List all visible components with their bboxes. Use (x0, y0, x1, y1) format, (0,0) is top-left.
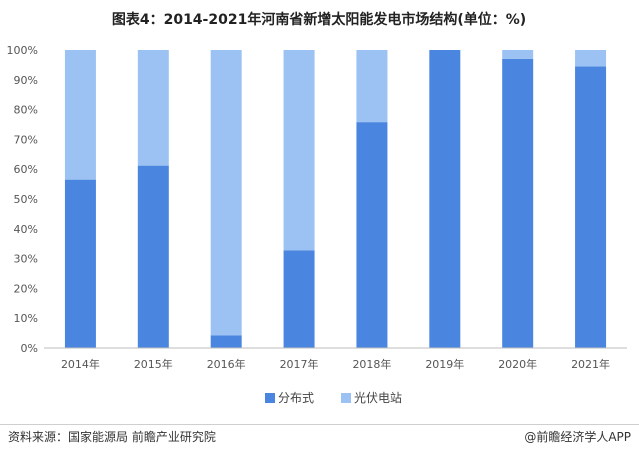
footer: 资料来源：国家能源局 前瞻产业研究院 @前瞻经济学人APP (0, 424, 639, 450)
source-note: 资料来源：国家能源局 前瞻产业研究院 (8, 430, 216, 444)
bar-segment (210, 50, 242, 336)
x-tick-label: 2018年 (352, 357, 391, 371)
bar-segment (283, 250, 315, 348)
bars (64, 50, 607, 348)
bar-segment (137, 50, 169, 166)
bar-segment (210, 335, 242, 348)
y-tick-label: 90% (14, 74, 38, 87)
y-tick-label: 20% (14, 282, 38, 295)
x-tick-label: 2016年 (207, 357, 246, 371)
y-tick-label: 0% (21, 342, 38, 355)
bar-segment (356, 122, 388, 348)
y-tick-label: 40% (14, 223, 38, 236)
x-tick-label: 2020年 (498, 357, 537, 371)
bar-segment (429, 50, 461, 348)
y-tick-label: 10% (14, 312, 38, 325)
chart: 图表4：2014-2021年河南省新增太阳能发电市场结构(单位：%) 0% 10%… (7, 11, 627, 405)
bar-segment (575, 66, 607, 348)
bar-segment (502, 50, 534, 59)
bar-segment (64, 50, 96, 180)
x-tick-label: 2019年 (425, 357, 464, 371)
y-tick-label: 80% (14, 104, 38, 117)
legend-label: 分布式 (278, 391, 314, 405)
x-tick-label: 2021年 (571, 357, 610, 371)
y-tick-label: 60% (14, 163, 38, 176)
x-axis: 2014年 2015年 2016年 2017年 2018年 2019年 2020年 2021年 (61, 357, 610, 371)
bar-segment (502, 58, 534, 348)
bar-segment (137, 165, 169, 348)
x-tick-label: 2014年 (61, 357, 100, 371)
x-tick-label: 2015年 (134, 357, 173, 371)
bar-segment (575, 50, 607, 67)
legend-label: 光伏电站 (354, 391, 402, 405)
y-tick-label: 70% (14, 133, 38, 146)
bar-segment (356, 50, 388, 123)
legend-swatch (265, 393, 275, 403)
legend: 分布式 光伏电站 (265, 391, 402, 405)
legend-swatch (341, 393, 351, 403)
brand-label: @前瞻经济学人APP (524, 430, 631, 444)
bar-segment (64, 179, 96, 348)
y-axis: 0% 10% 20% 30% 40% 50% 60% 70% 80% 90% 100% (7, 44, 38, 355)
y-tick-label: 50% (14, 193, 38, 206)
y-tick-label: 100% (7, 44, 38, 57)
bar-segment (283, 50, 315, 251)
chart-title: 图表4：2014-2021年河南省新增太阳能发电市场结构(单位：%) (112, 11, 526, 28)
y-tick-label: 30% (14, 253, 38, 266)
x-tick-label: 2017年 (280, 357, 319, 371)
footer-divider (0, 424, 639, 425)
